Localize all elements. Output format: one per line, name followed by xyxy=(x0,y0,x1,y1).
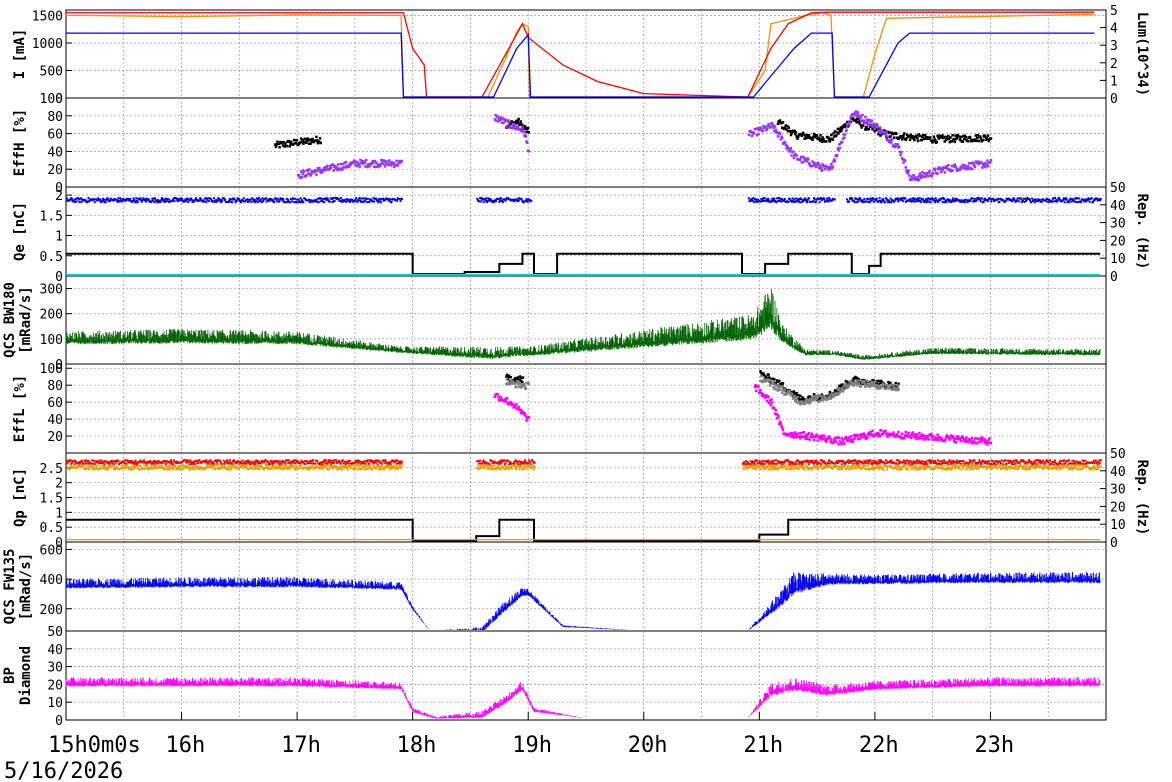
right-tick-label-qe: 40 xyxy=(1110,199,1126,214)
series-eff-h-0 xyxy=(274,117,993,149)
y-axis-label-qcs-bw180: QCS BW180 xyxy=(2,282,18,358)
series-eff-l-2 xyxy=(493,384,993,446)
y-tick-label-eff-h: 20 xyxy=(47,163,63,178)
y-axis-label-beam-current: I [mA] xyxy=(12,29,28,80)
right-tick-label-qe: 20 xyxy=(1110,234,1126,249)
right-axis-label-qp: Rep. (Hz) xyxy=(1134,460,1150,536)
y-tick-label-qe: 1.5 xyxy=(40,209,63,224)
y-tick-label-qp: 1 xyxy=(55,506,63,521)
x-tick-label: 21h xyxy=(743,733,783,758)
y-tick-label-eff-l: 100 xyxy=(40,362,63,377)
y-axis-label-qcs-fw135: QCS FW135 xyxy=(2,549,18,625)
y-tick-label-qp: 2 xyxy=(55,477,63,492)
y-tick-label-eff-h: 100 xyxy=(40,92,63,107)
y-tick-label-eff-h: 0 xyxy=(55,181,63,196)
series-qp-1 xyxy=(66,464,1102,471)
y-tick-label-eff-l: 20 xyxy=(47,430,63,445)
y-tick-label-qe: 0.5 xyxy=(40,250,63,265)
series-qp-0 xyxy=(66,459,1102,466)
x-tick-label: 23h xyxy=(974,733,1014,758)
y-tick-label-eff-h: 40 xyxy=(47,145,63,160)
x-tick-label: 15h0m0s xyxy=(48,733,141,758)
y-tick-label-beam-current: 1000 xyxy=(32,37,63,52)
x-tick-label: 20h xyxy=(628,733,668,758)
right-tick-label-qp: 20 xyxy=(1110,500,1126,515)
right-tick-label-qe: 10 xyxy=(1110,252,1126,267)
right-axis-label-qe: Rep. (Hz) xyxy=(1134,194,1150,270)
series-qcs-bw180-0 xyxy=(65,289,1101,360)
series-beam-current-2 xyxy=(66,32,1095,98)
right-tick-label-beam-current: 1 xyxy=(1110,74,1118,89)
y-tick-label-qe: 2 xyxy=(55,189,63,204)
y-tick-label-eff-l: 80 xyxy=(47,379,63,394)
y-tick-label-eff-h: 60 xyxy=(47,128,63,143)
right-tick-label-beam-current: 0 xyxy=(1110,92,1118,107)
x-tick-label: 22h xyxy=(859,733,899,758)
right-tick-label-beam-current: 2 xyxy=(1110,57,1118,72)
y-tick-label-beam-current: 1500 xyxy=(32,10,63,25)
y-tick-label-eff-l: 60 xyxy=(47,396,63,411)
x-tick-label: 18h xyxy=(397,733,437,758)
right-tick-label-qe: 30 xyxy=(1110,217,1126,232)
y-tick-label-qp: 1.5 xyxy=(40,492,63,507)
right-axis-label-beam-current: Lum(10^34) xyxy=(1134,12,1150,96)
series-qp-2 xyxy=(66,518,1101,542)
y-axis-label-qcs-bw180: [mRad/s] xyxy=(18,286,34,353)
y-tick-label-eff-h: 80 xyxy=(47,110,63,125)
series-eff-l-0 xyxy=(505,370,900,403)
y-axis-label-qcs-fw135: [mRad/s] xyxy=(18,553,34,620)
y-tick-label-qe: 1 xyxy=(55,230,63,245)
y-tick-label-qcs-fw135: 600 xyxy=(40,543,63,558)
right-tick-label-qe: 0 xyxy=(1110,270,1118,285)
y-tick-label-bp-diamond: 20 xyxy=(47,678,63,693)
y-tick-label-qcs-bw180: 0 xyxy=(55,358,63,373)
right-tick-label-qe: 50 xyxy=(1110,181,1126,196)
right-tick-label-qp: 40 xyxy=(1110,465,1126,480)
y-axis-label-qe: Qe [nC] xyxy=(12,202,28,261)
right-tick-label-qp: 30 xyxy=(1110,483,1126,498)
y-tick-label-bp-diamond: 30 xyxy=(47,661,63,676)
y-tick-label-bp-diamond: 40 xyxy=(47,643,63,658)
y-tick-label-qcs-bw180: 200 xyxy=(40,308,63,323)
date-label: 5/16/2026 xyxy=(4,759,123,782)
y-tick-label-qcs-fw135: 50 xyxy=(47,625,63,640)
y-tick-label-qe: 0 xyxy=(55,270,63,285)
y-tick-label-qcs-bw180: 300 xyxy=(40,283,63,298)
right-tick-label-qp: 50 xyxy=(1110,447,1126,462)
right-tick-label-beam-current: 5 xyxy=(1110,4,1118,19)
series-qe-0 xyxy=(66,196,1102,204)
y-tick-label-beam-current: 500 xyxy=(40,65,63,80)
y-axis-label-qp: Qp [nC] xyxy=(12,468,28,527)
right-tick-label-beam-current: 3 xyxy=(1110,39,1118,54)
y-axis-label-eff-h: EffH [%] xyxy=(12,109,28,176)
y-tick-label-qcs-bw180: 100 xyxy=(40,333,63,348)
right-tick-label-qp: 10 xyxy=(1110,518,1126,533)
y-axis-label-bp-diamond: Diamond xyxy=(18,646,34,705)
y-axis-label-bp-diamond: BP xyxy=(2,667,18,684)
y-tick-label-qp: 0 xyxy=(55,536,63,551)
y-tick-label-bp-diamond: 10 xyxy=(47,696,63,711)
y-tick-label-qp: 0.5 xyxy=(40,521,63,536)
y-axis-label-eff-l: EffL [%] xyxy=(12,375,28,442)
y-tick-label-qp: 2.5 xyxy=(40,462,63,477)
series-beam-current-1 xyxy=(66,11,1095,98)
right-tick-label-beam-current: 4 xyxy=(1110,22,1118,37)
y-tick-label-qcs-fw135: 400 xyxy=(40,573,63,588)
y-tick-label-bp-diamond: 0 xyxy=(55,714,63,729)
series-eff-h-1 xyxy=(297,110,993,182)
right-tick-label-qp: 0 xyxy=(1110,536,1118,551)
series-qcs-fw135-0 xyxy=(65,571,1101,630)
y-tick-label-qcs-fw135: 200 xyxy=(40,603,63,618)
x-tick-label: 17h xyxy=(281,733,321,758)
x-tick-label: 19h xyxy=(512,733,552,758)
x-tick-label: 16h xyxy=(166,733,206,758)
y-tick-label-eff-l: 40 xyxy=(47,413,63,428)
y-tick-label-beam-current: 0 xyxy=(55,92,63,107)
